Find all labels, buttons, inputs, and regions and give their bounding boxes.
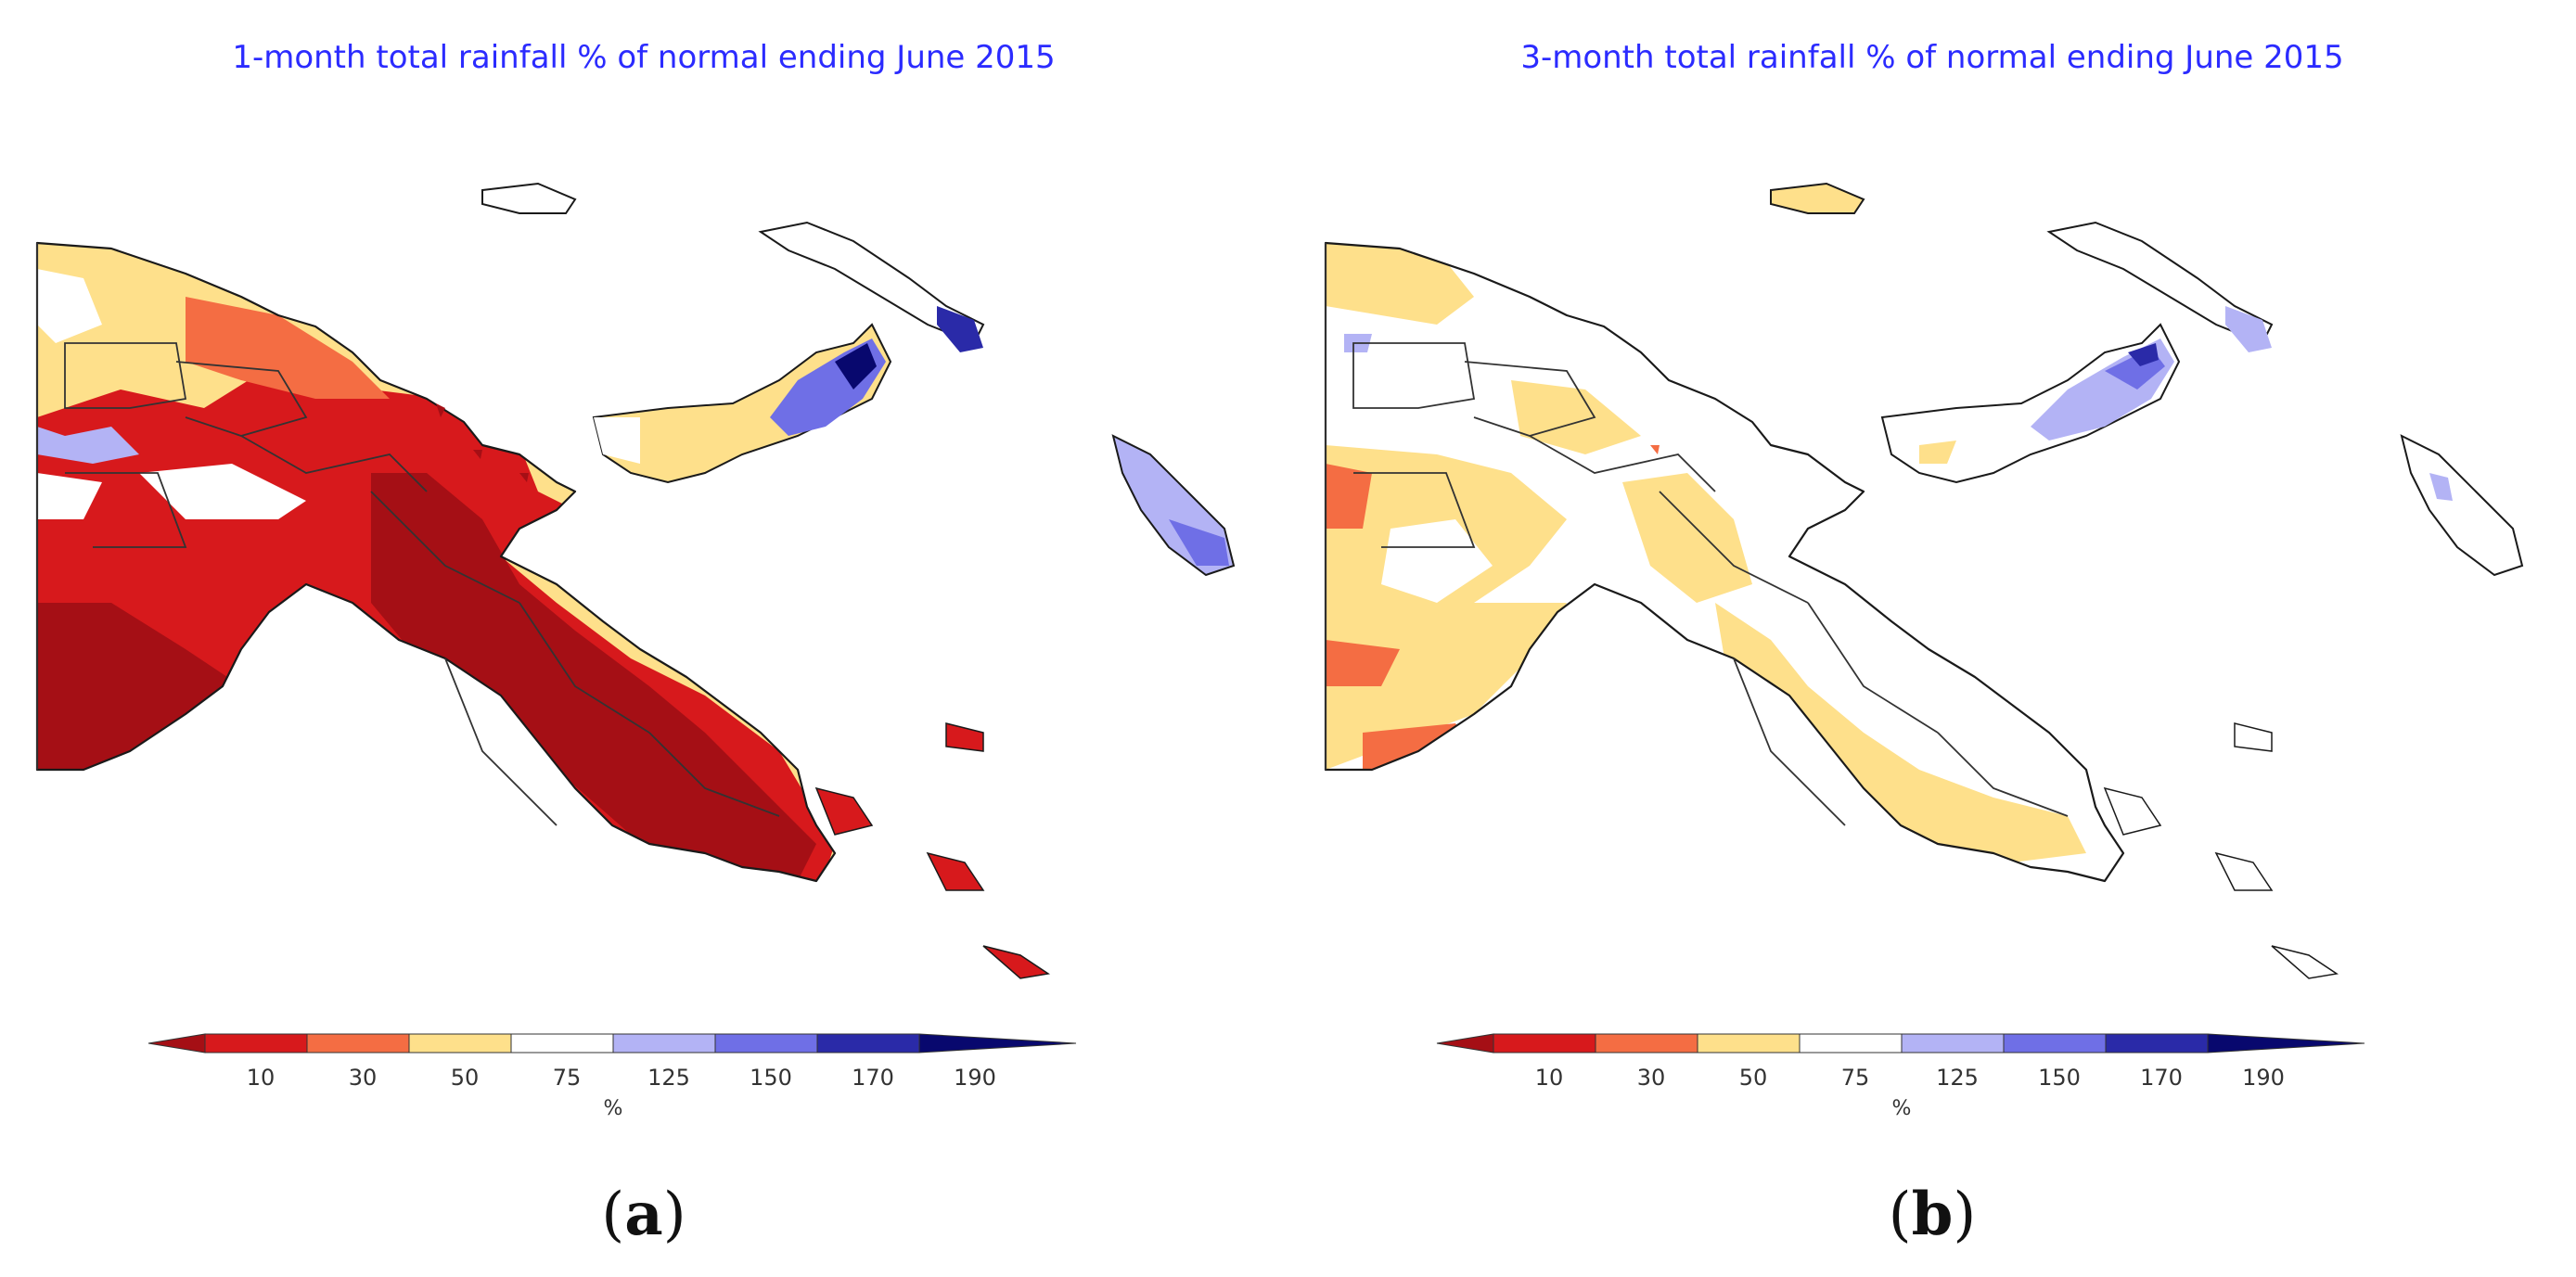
tick-30-b: 30 (1636, 1065, 1666, 1091)
manus-b (1770, 182, 1865, 214)
map-title-b: 3-month total rainfall % of normal endin… (1520, 39, 2344, 76)
mainland-field-b (1326, 243, 2123, 881)
panel-a: 1-month total rainfall % of normal endin… (35, 39, 1236, 1249)
unit-label-a: % (603, 1097, 623, 1120)
unit-label-b: % (1891, 1097, 1912, 1120)
tick-30-a: 30 (348, 1065, 378, 1091)
mainland-outline-b (1324, 241, 2125, 883)
tick-170-b: 170 (2140, 1065, 2183, 1091)
tick-50-a: 50 (450, 1065, 480, 1091)
rainfall-map-a (35, 182, 1236, 979)
tick-190-b: 190 (2242, 1065, 2285, 1091)
panel-label-b: (b) (1888, 1180, 1977, 1249)
map-title-a: 1-month total rainfall % of normal endin… (232, 39, 1056, 76)
province-borders-b (1352, 342, 2069, 826)
tick-50-b: 50 (1738, 1065, 1768, 1091)
se-islands-b (2103, 722, 2339, 979)
tick-170-a: 170 (852, 1065, 894, 1091)
tick-190-a: 190 (954, 1065, 996, 1091)
se-islands-a (814, 722, 1050, 979)
tick-75-b: 75 (1840, 1065, 1870, 1091)
new-britain-b (1880, 323, 2181, 484)
bougainville-b (2400, 434, 2524, 577)
tick-10-a: 10 (246, 1065, 276, 1091)
colorbar-b (1436, 1033, 2365, 1054)
panel-b: 3-month total rainfall % of normal endin… (1288, 0, 2576, 1277)
manus-a (481, 182, 577, 214)
mainland-field-a (37, 243, 835, 881)
tick-10-b: 10 (1534, 1065, 1564, 1091)
new-britain-a (592, 323, 892, 484)
rainfall-map-b (1324, 182, 2524, 979)
mainland-outline-a (35, 241, 837, 883)
tick-150-b: 150 (2038, 1065, 2081, 1091)
tick-125-a: 125 (647, 1065, 690, 1091)
panel-label-a: (a) (601, 1180, 686, 1249)
province-borders-a (64, 342, 780, 826)
colorbar-a (147, 1033, 1077, 1054)
tick-125-b: 125 (1936, 1065, 1979, 1091)
tick-150-a: 150 (750, 1065, 792, 1091)
tick-75-a: 75 (552, 1065, 582, 1091)
